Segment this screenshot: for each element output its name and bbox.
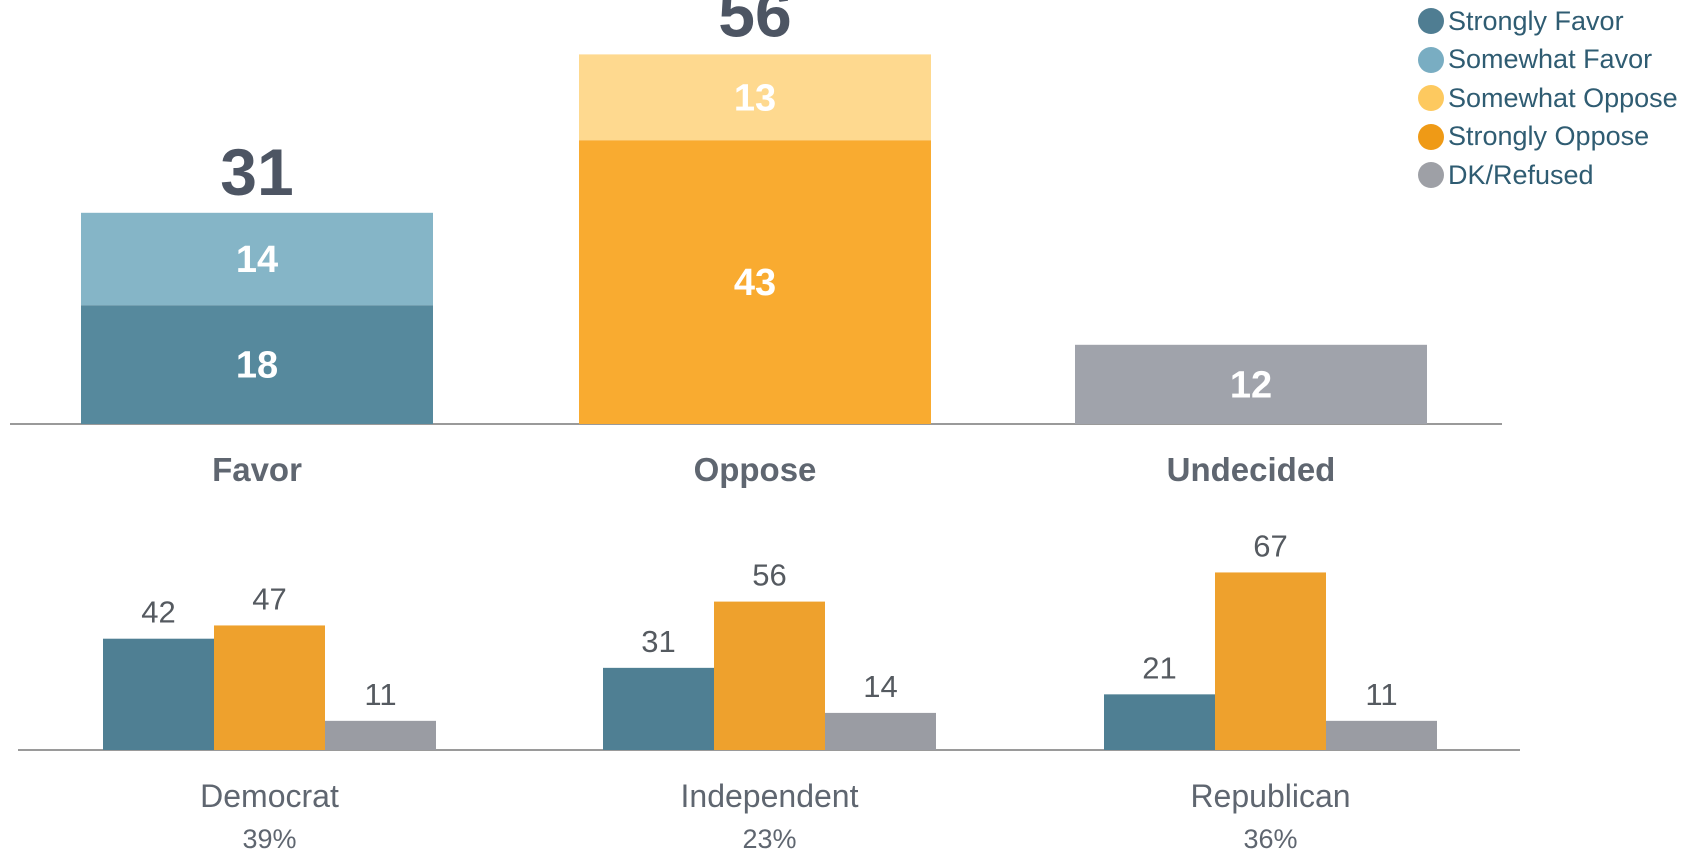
legend: Strongly Favor Somewhat Favor Somewhat O…: [1418, 2, 1678, 195]
data-label-republican-undecided: 11: [1365, 677, 1397, 712]
data-label-favor-somewhat-favor: 14: [236, 239, 278, 281]
bar-oppose-strongly-oppose: [579, 140, 931, 424]
bar-independent-favor: [603, 667, 714, 750]
bar-republican-oppose: [1215, 572, 1326, 750]
category-label-favor: Favor: [212, 451, 302, 488]
total-label-oppose: 56: [718, 0, 791, 50]
bar-democrat-undecided: [325, 720, 436, 750]
legend-label: Somewhat Favor: [1448, 44, 1653, 75]
category-share-republican: 36%: [1243, 824, 1297, 853]
legend-label: Strongly Favor: [1448, 5, 1624, 36]
data-label-independent-favor: 31: [641, 624, 675, 659]
category-label-republican: Republican: [1190, 778, 1350, 814]
legend-swatch: [1418, 8, 1444, 35]
category-label-independent: Independent: [681, 778, 859, 814]
legend-item-strongly-oppose: Strongly Oppose: [1418, 118, 1678, 157]
data-label-oppose-strongly-oppose: 43: [734, 262, 776, 304]
data-label-republican-favor: 21: [1142, 650, 1176, 685]
bar-favor-strongly-favor: [81, 305, 433, 424]
data-label-democrat-favor: 42: [141, 595, 175, 630]
data-label-favor-strongly-favor: 18: [236, 345, 278, 387]
total-label-favor: 31: [220, 135, 293, 209]
legend-swatch: [1418, 123, 1444, 150]
bar-democrat-oppose: [214, 625, 325, 750]
bar-independent-oppose: [714, 601, 825, 750]
category-label-democrat: Democrat: [200, 778, 339, 814]
data-label-independent-oppose: 56: [752, 558, 786, 593]
data-label-republican-oppose: 67: [1253, 528, 1287, 563]
bar-oppose-somewhat-oppose: [579, 54, 931, 141]
legend-item-somewhat-favor: Somewhat Favor: [1418, 41, 1678, 80]
bar-independent-undecided: [825, 712, 936, 750]
category-share-democrat: 39%: [242, 824, 296, 853]
bar-republican-favor: [1104, 694, 1215, 750]
bar-republican-undecided: [1326, 720, 1437, 750]
legend-label: DK/Refused: [1448, 159, 1594, 190]
bar-democrat-favor: [103, 638, 214, 750]
bar-undecided-dk-refused: [1075, 344, 1427, 424]
legend-item-strongly-favor: Strongly Favor: [1418, 2, 1678, 41]
data-label-oppose-somewhat-oppose: 13: [734, 77, 776, 119]
legend-swatch: [1418, 162, 1444, 189]
category-label-oppose: Oppose: [694, 451, 817, 488]
data-label-undecided-dk-refused: 12: [1230, 364, 1272, 406]
legend-item-somewhat-oppose: Somewhat Oppose: [1418, 79, 1678, 118]
legend-swatch: [1418, 85, 1444, 112]
data-label-democrat-undecided: 11: [364, 677, 396, 712]
category-label-undecided: Undecided: [1167, 451, 1336, 488]
legend-label: Somewhat Oppose: [1448, 82, 1678, 113]
legend-item-dk-refused: DK/Refused: [1418, 156, 1678, 195]
legend-label: Strongly Oppose: [1448, 121, 1650, 152]
category-share-independent: 23%: [742, 824, 796, 853]
data-label-democrat-oppose: 47: [252, 581, 286, 616]
legend-swatch: [1418, 46, 1444, 73]
data-label-independent-undecided: 14: [863, 669, 897, 704]
bar-favor-somewhat-favor: [81, 212, 433, 306]
